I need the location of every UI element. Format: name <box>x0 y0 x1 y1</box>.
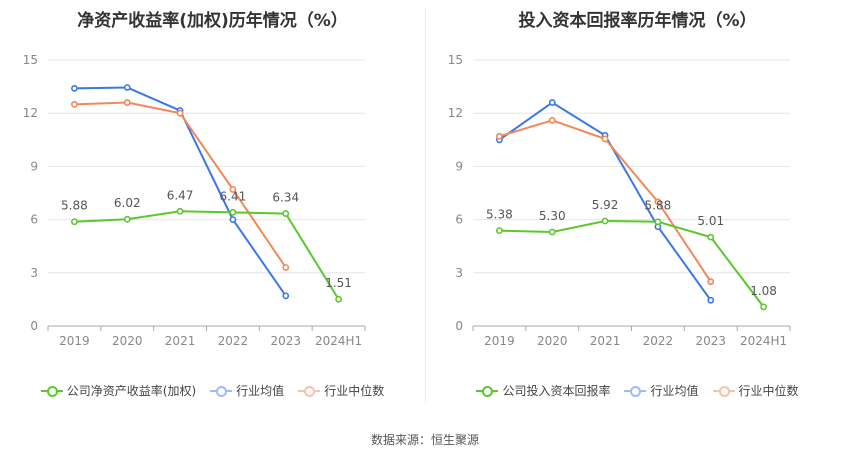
data-point-company[interactable] <box>176 207 184 215</box>
y-tick-label: 6 <box>455 213 463 227</box>
data-point-median[interactable] <box>601 135 609 143</box>
y-tick-label: 12 <box>23 106 38 120</box>
legend-label-industry-median: 行业中位数 <box>324 384 385 398</box>
data-point-avg[interactable] <box>282 292 290 300</box>
data-point-median[interactable] <box>282 264 290 271</box>
data-point-company[interactable] <box>548 228 556 236</box>
panel-divider <box>425 8 426 404</box>
data-label: 5.38 <box>486 208 513 222</box>
legend-item-company-roic[interactable]: 公司投入资本回报率 <box>476 382 610 399</box>
legend-swatch-median <box>298 385 321 397</box>
x-tick-label: 2023 <box>695 334 726 348</box>
series-line-company <box>499 220 765 308</box>
data-label: 6.34 <box>272 191 299 205</box>
data-point-avg[interactable] <box>548 99 556 106</box>
legend-item-industry-median[interactable]: 行业中位数 <box>712 382 799 399</box>
roic-chart-legend: 公司投入资本回报率 行业均值 行业中位数 <box>425 382 850 399</box>
legend-item-industry-median[interactable]: 行业中位数 <box>298 382 384 399</box>
x-tick-label: 2024H1 <box>315 334 362 348</box>
data-label: 5.88 <box>645 199 672 213</box>
x-tick-label: 2020 <box>112 334 143 348</box>
data-point-company[interactable] <box>760 303 767 311</box>
data-source-note: 数据来源：恒生聚源 <box>370 433 479 447</box>
data-label: 1.51 <box>325 276 352 290</box>
data-point-company[interactable] <box>229 208 237 216</box>
data-point-company[interactable] <box>335 295 342 303</box>
legend-swatch-avg <box>210 385 233 397</box>
data-label: 5.92 <box>592 198 619 212</box>
data-point-company[interactable] <box>496 227 503 234</box>
roic-chart-panel: 投入资本回报率历年情况（%） 0 3 6 9 12 15 2019 2020 2021 2022 2… <box>425 0 850 410</box>
data-point-median[interactable] <box>71 100 78 108</box>
legend-item-industry-avg[interactable]: 行业均值 <box>624 382 699 399</box>
data-label: 6.41 <box>220 189 247 203</box>
roe-chart-plot: 0 3 6 9 12 15 2019 2020 2021 2022 2023 2024H1 5.88 6.… <box>23 53 366 348</box>
data-label: 6.47 <box>167 188 194 202</box>
data-point-median[interactable] <box>548 116 556 124</box>
legend-item-company-roe[interactable]: 公司净资产收益率(加权) <box>40 382 197 399</box>
y-tick-label: 0 <box>455 319 463 333</box>
y-tick-label: 0 <box>30 319 38 333</box>
legend-swatch-median <box>712 385 735 397</box>
data-label: 1.08 <box>750 284 777 298</box>
data-point-company[interactable] <box>601 217 609 225</box>
data-point-median[interactable] <box>229 186 237 193</box>
roic-chart-plot: 0 3 6 9 12 15 2019 2020 2021 2022 2023 2024H1 5.38 5.… <box>448 53 791 348</box>
y-tick-label: 9 <box>455 159 463 173</box>
y-tick-label: 15 <box>448 53 463 67</box>
data-label: 5.01 <box>697 214 724 228</box>
legend-label-company-roe: 公司净资产收益率(加权) <box>66 384 197 398</box>
x-tick-label: 2022 <box>643 334 674 348</box>
data-point-avg[interactable] <box>123 84 131 91</box>
x-tick-label: 2021 <box>165 334 196 348</box>
y-tick-label: 12 <box>448 106 463 120</box>
x-tick-label: 2019 <box>484 334 515 348</box>
x-tick-label: 2024H1 <box>740 334 787 348</box>
legend-swatch-avg <box>624 385 647 397</box>
data-point-median[interactable] <box>123 99 131 106</box>
roe-chart-panel: 净资产收益率(加权)历年情况（%） 0 3 6 9 12 15 2019 2020 2021 20… <box>0 0 425 410</box>
roe-chart-legend: 公司净资产收益率(加权) 行业均值 行业中位数 <box>0 382 425 399</box>
y-tick-label: 15 <box>23 53 38 67</box>
legend-label-industry-avg: 行业均值 <box>236 384 285 398</box>
legend-label-industry-avg: 行业均值 <box>650 384 699 398</box>
data-label: 6.02 <box>114 196 141 210</box>
data-point-avg[interactable] <box>71 84 78 92</box>
x-tick-label: 2022 <box>218 334 249 348</box>
data-point-company[interactable] <box>707 233 715 241</box>
roe-chart-title: 净资产收益率(加权)历年情况（%） <box>77 11 348 31</box>
series-line-company <box>74 210 340 300</box>
data-point-median[interactable] <box>707 278 715 286</box>
roic-chart-title: 投入资本回报率历年情况（%） <box>518 11 757 31</box>
data-point-company[interactable] <box>282 210 290 217</box>
data-point-median[interactable] <box>654 198 662 206</box>
data-point-company[interactable] <box>71 218 78 226</box>
legend-swatch-company <box>40 385 63 397</box>
data-label: 5.30 <box>539 209 566 223</box>
data-point-company[interactable] <box>654 218 662 226</box>
x-tick-label: 2023 <box>270 334 301 348</box>
series-line-median <box>74 101 287 269</box>
x-tick-label: 2021 <box>590 334 621 348</box>
y-tick-label: 9 <box>30 159 38 173</box>
data-point-company[interactable] <box>123 215 131 223</box>
y-tick-label: 3 <box>30 266 38 280</box>
data-point-median[interactable] <box>496 132 503 140</box>
data-point-avg[interactable] <box>707 296 715 304</box>
data-point-avg[interactable] <box>229 216 237 223</box>
y-tick-label: 3 <box>455 266 463 280</box>
legend-label-company-roic: 公司投入资本回报率 <box>502 384 611 398</box>
data-label: 5.88 <box>61 199 88 213</box>
y-tick-label: 6 <box>30 213 38 227</box>
legend-swatch-company <box>476 385 499 397</box>
x-tick-label: 2020 <box>537 334 568 348</box>
data-point-median[interactable] <box>176 109 184 117</box>
legend-item-industry-avg[interactable]: 行业均值 <box>210 382 284 399</box>
legend-label-industry-median: 行业中位数 <box>738 384 799 398</box>
x-tick-label: 2019 <box>59 334 90 348</box>
